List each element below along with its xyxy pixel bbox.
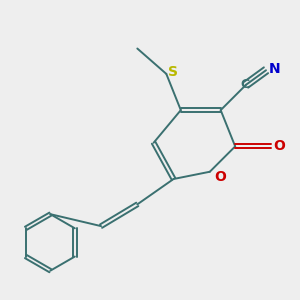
Text: C: C (241, 77, 250, 91)
Text: N: N (269, 62, 280, 76)
Text: S: S (168, 65, 178, 79)
Text: O: O (214, 170, 226, 184)
Text: O: O (273, 140, 285, 153)
